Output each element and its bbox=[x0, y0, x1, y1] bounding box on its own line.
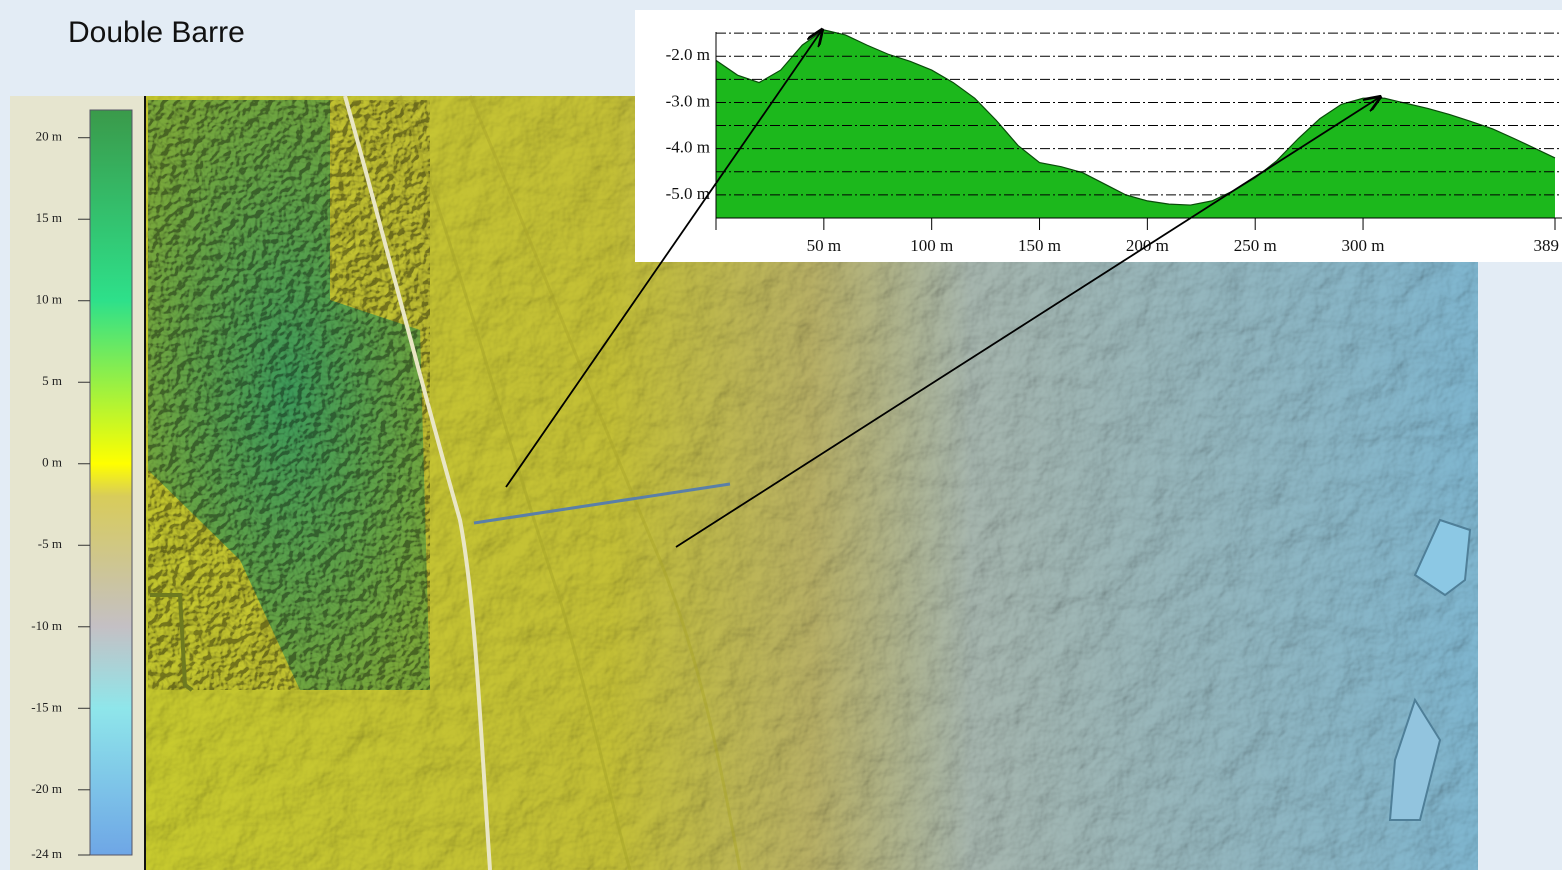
colorbar-tick-label: 10 m bbox=[36, 292, 62, 307]
x-tick-label: 50 m bbox=[807, 236, 841, 255]
x-tick-label: 100 m bbox=[910, 236, 953, 255]
slide-title: Double Barre bbox=[68, 16, 245, 49]
x-tick-label: 300 m bbox=[1342, 236, 1385, 255]
arrow bbox=[505, 30, 822, 488]
colorbar-tick-label: -5 m bbox=[38, 536, 62, 551]
y-tick-label: -2.0 m bbox=[666, 45, 710, 64]
arrows bbox=[505, 30, 1380, 548]
x-tick-label: 150 m bbox=[1018, 236, 1061, 255]
x-tick-label: 250 m bbox=[1234, 236, 1277, 255]
colorbar-tick-label: -10 m bbox=[31, 618, 62, 633]
field-edge bbox=[150, 593, 194, 692]
arrow bbox=[675, 97, 1380, 548]
dune-ridge bbox=[398, 95, 632, 870]
colorbar-tick-label: -24 m bbox=[31, 846, 62, 861]
colorbar-tick-label: 15 m bbox=[36, 210, 62, 225]
y-tick-label: -3.0 m bbox=[666, 91, 710, 110]
x-tick-label: 389 m bbox=[1534, 236, 1562, 255]
colorbar-tick-label: -20 m bbox=[31, 781, 62, 796]
colorbar-tick-label: -15 m bbox=[31, 699, 62, 714]
profile-line bbox=[715, 29, 1556, 206]
pond bbox=[1388, 697, 1442, 821]
road bbox=[343, 95, 492, 870]
colorbar bbox=[89, 109, 133, 856]
y-tick-label: -5.0 m bbox=[666, 184, 710, 203]
y-tick-label: -4.0 m bbox=[666, 138, 710, 157]
dune-ridge bbox=[468, 95, 742, 870]
forest-texture bbox=[148, 100, 430, 690]
colorbar-tick-label: 5 m bbox=[42, 373, 62, 388]
profile-line bbox=[473, 482, 731, 525]
colorbar-panel: 20 m 15 m 10 m 5 m 0 m -5 m -10 m -15 m -20 m -24… bbox=[10, 96, 146, 870]
pond bbox=[1413, 518, 1472, 597]
colorbar-tick-label: 20 m bbox=[36, 129, 62, 144]
colorbar-tick-label: 0 m bbox=[42, 455, 62, 470]
profile-area bbox=[716, 29, 1555, 219]
